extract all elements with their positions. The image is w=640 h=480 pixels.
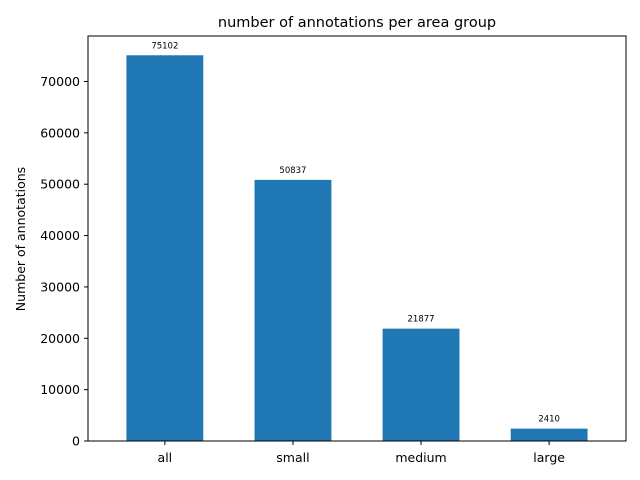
- bar-medium: [382, 328, 460, 441]
- y-tick-label-70000: 70000: [40, 74, 80, 89]
- y-tick-label-0: 0: [72, 434, 80, 449]
- x-tick-label-large: large: [533, 450, 565, 465]
- chart-title: number of annotations per area group: [218, 15, 496, 31]
- bar-small: [254, 179, 332, 441]
- y-tick-label-20000: 20000: [40, 331, 80, 346]
- data-labels-group: 75102 50837 21877 2410: [151, 41, 560, 424]
- data-label-large: 2410: [538, 415, 560, 425]
- data-label-small: 50837: [279, 166, 306, 176]
- data-label-all: 75102: [151, 41, 178, 51]
- x-tick-label-small: small: [276, 450, 309, 465]
- plot-frame: [87, 35, 627, 442]
- y-axis-label: Number of annotations: [13, 167, 28, 311]
- data-label-medium: 21877: [408, 315, 435, 325]
- y-tick-label-30000: 30000: [40, 279, 80, 294]
- bars-group: [126, 55, 588, 441]
- bar-all: [126, 55, 204, 441]
- x-tick-label-all: all: [158, 450, 173, 465]
- y-tick-label-10000: 10000: [40, 382, 80, 397]
- y-axis-ticks: 0 10000 20000 30000 40000 50000 60000 70000: [40, 74, 88, 449]
- y-tick-label-50000: 50000: [40, 177, 80, 192]
- bar-large: [510, 428, 588, 441]
- y-tick-label-60000: 60000: [40, 125, 80, 140]
- x-axis-ticks: all small medium large: [158, 441, 565, 465]
- x-tick-label-medium: medium: [395, 450, 446, 465]
- y-tick-label-40000: 40000: [40, 228, 80, 243]
